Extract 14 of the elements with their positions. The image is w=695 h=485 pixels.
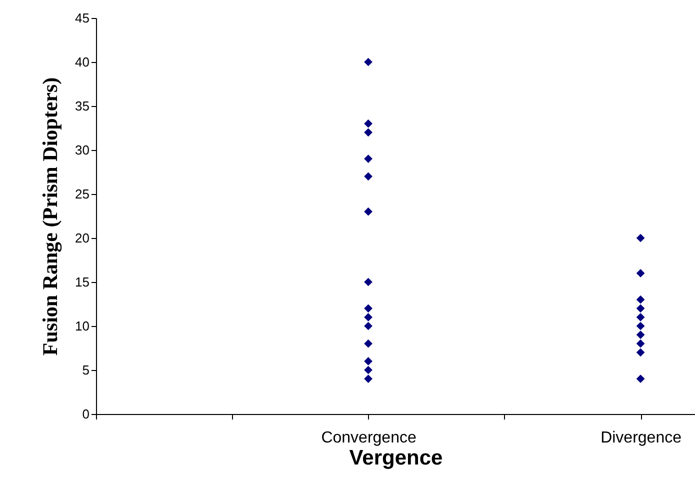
y-tick-label: 10 (75, 318, 90, 334)
y-tick-label: 35 (75, 98, 90, 114)
y-tick-label: 5 (82, 362, 90, 378)
y-tick-label: 45 (75, 10, 90, 26)
x-tick-label: Divergence (600, 430, 682, 446)
x-tick-label: Convergence (321, 430, 416, 446)
y-tick-label: 30 (75, 142, 90, 158)
y-tick-label: 40 (75, 54, 90, 70)
y-tick-label: 0 (82, 406, 90, 422)
y-tick-label: 20 (75, 230, 90, 246)
y-axis-title: Fusion Range (Prism Diopters) (38, 77, 62, 356)
x-axis-title: Vergence (349, 446, 443, 470)
y-tick-label: 15 (75, 274, 90, 290)
y-tick-label: 25 (75, 186, 90, 202)
